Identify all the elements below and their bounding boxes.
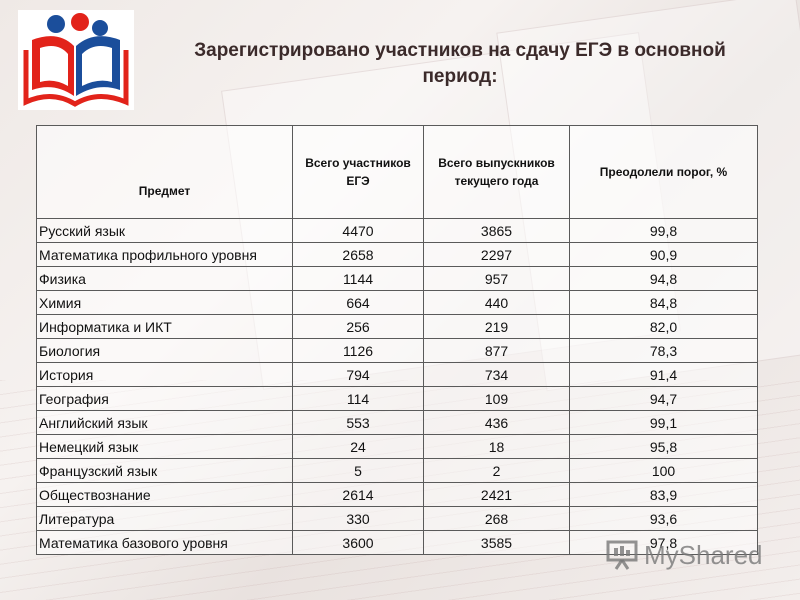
ege-logo-icon: [18, 10, 134, 110]
table-row: Русский язык 4470 3865 99,8: [36, 218, 758, 243]
cell-passed-threshold: 90,9: [569, 242, 758, 267]
watermark: MyShared: [606, 538, 763, 572]
cell-total-graduates: 957: [423, 266, 570, 291]
cell-total-participants: 5: [292, 458, 424, 483]
cell-subject: Информатика и ИКТ: [36, 314, 293, 339]
cell-total-graduates: 109: [423, 386, 570, 411]
cell-passed-threshold: 100: [569, 458, 758, 483]
cell-subject: Физика: [36, 266, 293, 291]
cell-total-participants: 330: [292, 506, 424, 531]
cell-total-participants: 114: [292, 386, 424, 411]
cell-total-participants: 553: [292, 410, 424, 435]
table-row: Физика 1144 957 94,8: [36, 266, 758, 291]
cell-subject: История: [36, 362, 293, 387]
table-row: Французский язык 5 2 100: [36, 458, 758, 483]
cell-subject: Немецкий язык: [36, 434, 293, 459]
table-row: Немецкий язык 24 18 95,8: [36, 434, 758, 459]
cell-total-graduates: 268: [423, 506, 570, 531]
cell-subject: Русский язык: [36, 218, 293, 243]
cell-total-graduates: 734: [423, 362, 570, 387]
cell-subject: Обществознание: [36, 482, 293, 507]
cell-total-graduates: 2: [423, 458, 570, 483]
cell-total-participants: 794: [292, 362, 424, 387]
cell-subject: Математика профильного уровня: [36, 242, 293, 267]
table-row: Литература 330 268 93,6: [36, 506, 758, 531]
results-table: Предмет Всего участников ЕГЭ Всего выпус…: [36, 125, 758, 555]
cell-total-participants: 1126: [292, 338, 424, 363]
cell-passed-threshold: 82,0: [569, 314, 758, 339]
cell-total-participants: 24: [292, 434, 424, 459]
cell-total-graduates: 436: [423, 410, 570, 435]
cell-passed-threshold: 99,1: [569, 410, 758, 435]
cell-subject: Математика базового уровня: [36, 530, 293, 555]
cell-total-graduates: 3865: [423, 218, 570, 243]
cell-passed-threshold: 84,8: [569, 290, 758, 315]
cell-passed-threshold: 78,3: [569, 338, 758, 363]
cell-passed-threshold: 97,8: [569, 530, 758, 555]
table-row: Информатика и ИКТ 256 219 82,0: [36, 314, 758, 339]
table-row: Математика профильного уровня 2658 2297 90,…: [36, 242, 758, 267]
header-total-participants: Всего участников ЕГЭ: [292, 125, 424, 219]
cell-total-graduates: 2297: [423, 242, 570, 267]
cell-total-participants: 2658: [292, 242, 424, 267]
table-row: Математика базового уровня 3600 3585 97,8: [36, 530, 758, 555]
presentation-icon: [606, 540, 638, 570]
cell-total-participants: 1144: [292, 266, 424, 291]
cell-subject: Английский язык: [36, 410, 293, 435]
cell-subject: Французский язык: [36, 458, 293, 483]
table-row: Обществознание 2614 2421 83,9: [36, 482, 758, 507]
cell-total-participants: 2614: [292, 482, 424, 507]
table-body: Русский язык 4470 3865 99,8 Математика профи…: [36, 218, 758, 555]
table-row: География 114 109 94,7: [36, 386, 758, 411]
table-row: Биология 1126 877 78,3: [36, 338, 758, 363]
cell-total-graduates: 2421: [423, 482, 570, 507]
page-title: Зарегистрировано участников на сдачу ЕГЭ…: [194, 40, 726, 87]
cell-passed-threshold: 91,4: [569, 362, 758, 387]
cell-passed-threshold: 83,9: [569, 482, 758, 507]
header-passed-threshold: Преодолели порог, %: [569, 125, 758, 219]
cell-total-participants: 256: [292, 314, 424, 339]
cell-total-graduates: 440: [423, 290, 570, 315]
cell-subject: Литература: [36, 506, 293, 531]
cell-passed-threshold: 95,8: [569, 434, 758, 459]
cell-passed-threshold: 99,8: [569, 218, 758, 243]
cell-total-participants: 4470: [292, 218, 424, 243]
cell-total-participants: 3600: [292, 530, 424, 555]
cell-subject: География: [36, 386, 293, 411]
cell-passed-threshold: 94,7: [569, 386, 758, 411]
cell-subject: Биология: [36, 338, 293, 363]
cell-subject: Химия: [36, 290, 293, 315]
cell-passed-threshold: 94,8: [569, 266, 758, 291]
header-subject: Предмет: [36, 125, 293, 219]
table-header-row: Предмет Всего участников ЕГЭ Всего выпус…: [36, 125, 758, 219]
table-row: Английский язык 553 436 99,1: [36, 410, 758, 435]
cell-total-participants: 664: [292, 290, 424, 315]
cell-passed-threshold: 93,6: [569, 506, 758, 531]
table-row: История 794 734 91,4: [36, 362, 758, 387]
cell-total-graduates: 3585: [423, 530, 570, 555]
cell-total-graduates: 18: [423, 434, 570, 459]
cell-total-graduates: 219: [423, 314, 570, 339]
cell-total-graduates: 877: [423, 338, 570, 363]
watermark-text: MyShared: [644, 539, 763, 570]
table-row: Химия 664 440 84,8: [36, 290, 758, 315]
header-total-graduates: Всего выпускников текущего года: [423, 125, 570, 219]
